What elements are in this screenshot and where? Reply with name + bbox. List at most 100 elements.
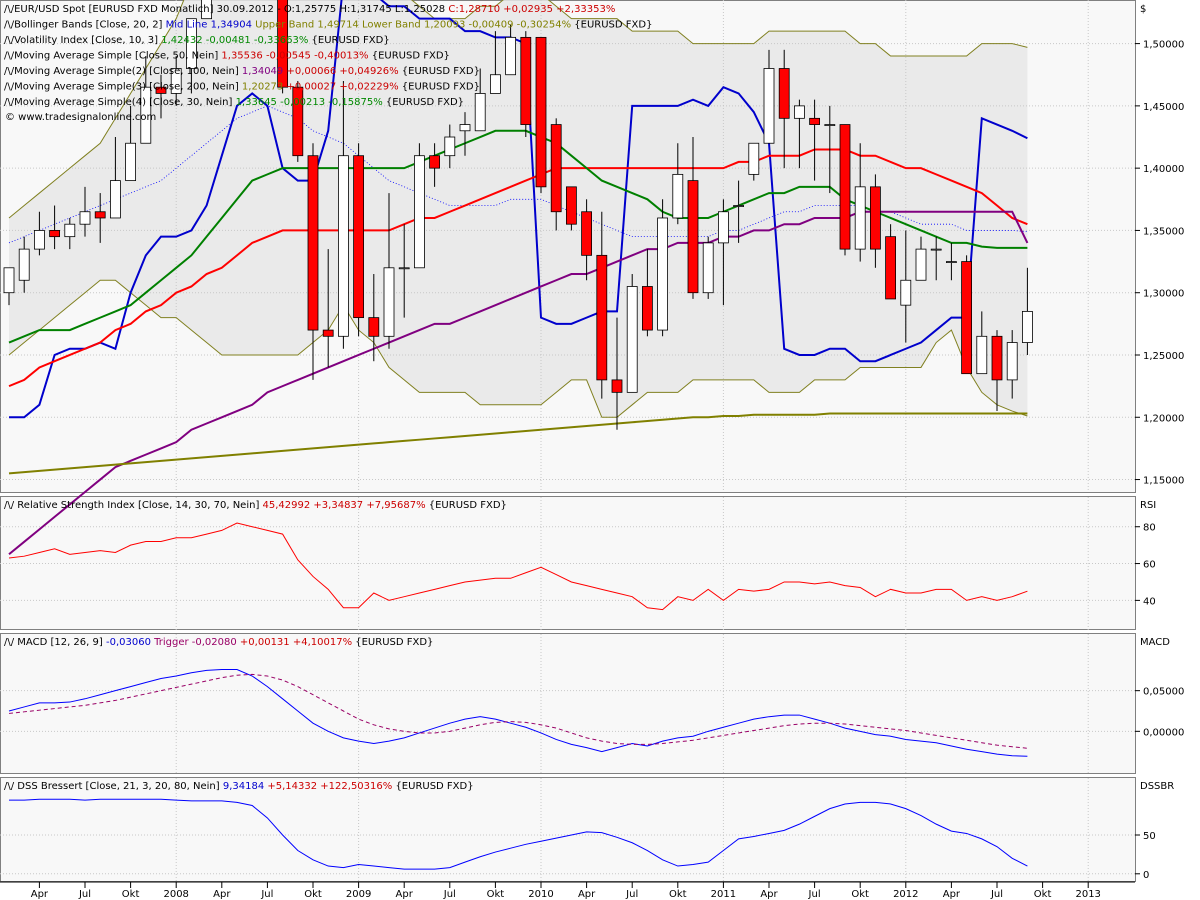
candle-up [474,93,486,132]
candle-down [322,329,334,337]
candle-up [505,36,517,76]
candle-down [277,0,289,88]
candle-down [535,36,547,188]
dss-lines [9,798,1028,870]
main-legend-line: /\/Bollinger Bands [Close, 20, 2] Mid Li… [4,20,652,31]
candle-up [201,0,213,20]
x-tick-label: Okt [669,889,687,900]
macd-legend-trigger: Trigger -0,02080 [153,637,240,648]
candle-up [185,18,197,69]
x-tick-label: 2012 [893,889,918,900]
main-y-tick-label: 1,50000 [1143,40,1184,51]
dss-y-axis: 50 0 [1135,831,1156,881]
candle-down [581,211,592,256]
candle-down [368,317,380,337]
main-panel-border [0,0,1136,493]
x-tick-label: Jul [443,889,456,900]
main-legend-line: /\/Moving Average Simple(2) [Close, 100,… [4,66,480,77]
candle-up [1022,310,1033,343]
main-legend-line: /\/Moving Average Simple [Close, 50, Nei… [4,51,450,62]
candle-up [34,230,45,250]
main-y-tick-label: 1,20000 [1143,413,1184,424]
candle-down [961,261,972,375]
dss-axis-title: DSSBR [1140,781,1174,792]
rsi-line [8,522,1028,611]
main-legend-line: /\/EUR/USD Spot [EURUSD FXD Monatlich] 3… [4,4,615,15]
rsi-lines [8,522,1028,611]
candle-up [824,124,836,126]
main-legend: /\/EUR/USD Spot [EURUSD FXD Monatlich] 3… [4,4,652,108]
rsi-legend-suffix: {EURUSD FXD} [429,500,507,511]
x-tick-label: Okt [122,889,140,900]
candle-down [353,155,365,319]
candle-up [337,155,349,337]
x-axis: Apr Jul Okt 2008 Apr Jul Okt 2009 Apr Jul Okt 2010 A… [0,881,1135,900]
macd-legend-change: +0,00131 +4,10017% [240,637,355,648]
x-tick-label: Okt [487,889,505,900]
candle-up [110,180,121,219]
sma200-line [8,412,1028,475]
candle-up [398,267,410,270]
candle-up [930,248,942,251]
x-tick-label: Okt [1034,889,1052,900]
rsi-legend-prefix: /\/ [4,500,15,511]
candle-up [794,105,805,119]
rsi-gridlines [0,526,1135,601]
macd-trigger-line [8,673,1028,749]
candle-down [292,86,304,157]
candle-up [140,86,152,144]
dss-panel-bg [0,778,1135,882]
x-tick-label: Apr [943,889,961,900]
candle-down [991,335,1003,381]
candle-down [429,155,441,169]
rsi-y-tick-label: 40 [1143,596,1156,607]
candle-up [900,279,912,306]
candle-up [489,74,501,94]
x-tick-label: 2011 [711,889,736,900]
rsi-legend-value: 45,42992 +3,34837 +7,95687% [263,500,429,511]
dss-gridlines [0,834,1135,875]
dss-legend-text: DSS Bressert [Close, 21, 3, 20, 80, Nein… [17,781,223,792]
candle-up [125,142,136,182]
x-tick-label: 2013 [1075,889,1100,900]
dss-legend-change: +5,14332 +122,50316% [267,781,395,792]
x-tick-label: Apr [396,889,414,900]
copyright-text: © www.tradesignalonline.com [5,112,156,123]
candle-up [733,205,744,207]
candle-up [79,211,91,225]
main-gridlines [0,0,1135,882]
sma50-line [8,148,1028,388]
x-tick-label: Okt [304,889,322,900]
candle-up [672,173,684,219]
candle-down [611,379,623,393]
candle-down [94,211,106,219]
candle-up [3,267,15,294]
macd-panel-border [0,633,1136,774]
candle-up [915,248,927,281]
macd-legend-value: -0,03060 [106,637,154,648]
main-y-axis: 1,50000 1,45000 1,40000 1,35000 1,30000 1,250… [1135,40,1184,487]
main-y-tick-label: 1,35000 [1143,226,1184,237]
macd-legend-prefix: /\/ [4,637,15,648]
bollinger-upper-band [8,0,1028,219]
candle-down [550,124,562,213]
candle-down [49,230,60,238]
rsi-legend-text: Relative Strength Index [Close, 14, 30, … [17,500,262,511]
x-tick-label: Jul [625,889,638,900]
macd-y-axis: 0,05000 0,00000 [1135,687,1184,738]
candle-up [64,223,76,238]
x-tick-label: Apr [578,889,596,900]
dss-legend-suffix: {EURUSD FXD} [395,781,473,792]
dss-legend: /\/ DSS Bressert [Close, 21, 3, 20, 80, … [4,781,474,792]
candle-up [748,142,760,175]
rsi-y-tick-label: 60 [1143,560,1156,571]
bollinger-lower-band [8,279,1028,418]
main-y-tick-label: 1,45000 [1143,102,1184,113]
candle-up [657,217,668,331]
macd-panel-bg [0,634,1135,774]
candle-down [839,124,851,250]
candle-down [778,68,790,119]
macd-legend-text: MACD [12, 26, 9] [17,637,106,648]
x-tick-label: Apr [213,889,231,900]
candle-down [566,186,577,225]
